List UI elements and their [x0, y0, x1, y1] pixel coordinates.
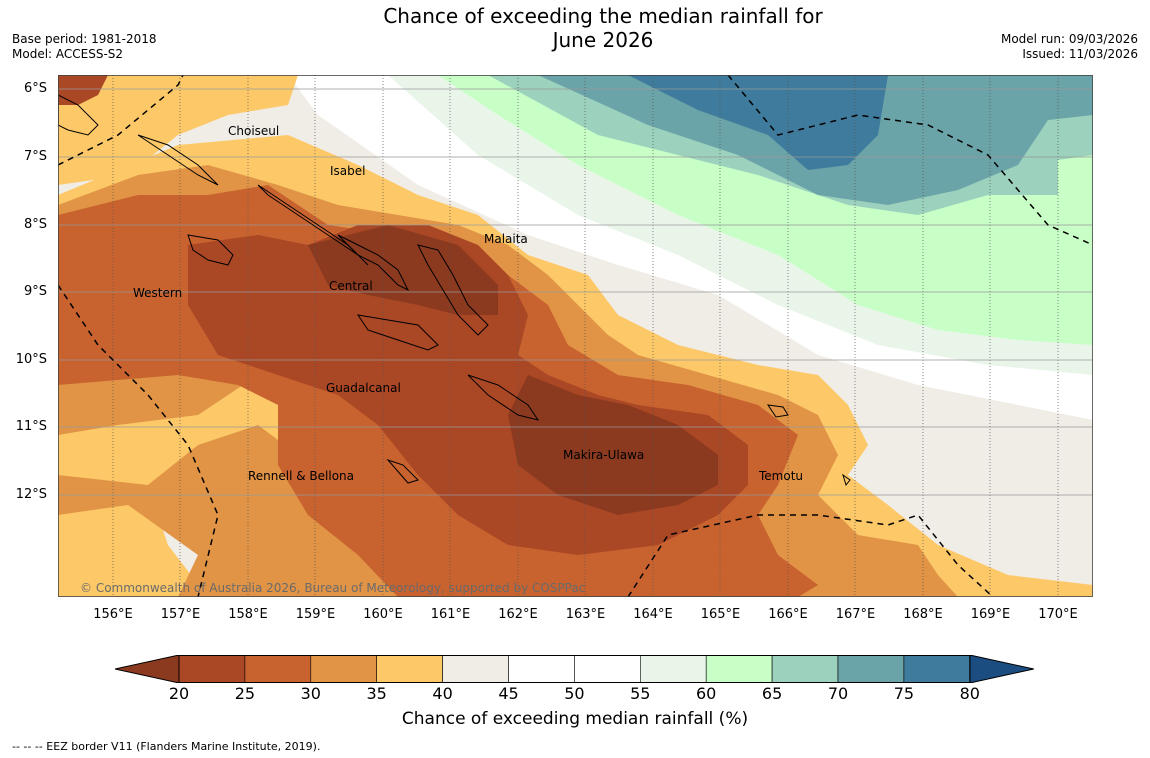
model-info: Base period: 1981-2018 Model: ACCESS-S2: [12, 32, 157, 62]
longitude-label: 157°E: [160, 607, 201, 622]
colorbar-tick: 80: [959, 684, 980, 703]
longitude-label: 158°E: [228, 607, 268, 622]
latitude-label: 11°S: [15, 419, 47, 434]
colorbar: [115, 655, 1034, 683]
colorbar-extend-high: [969, 655, 1034, 683]
eez-footnote: -- -- -- EEZ border V11 (Flanders Marine…: [12, 740, 321, 753]
colorbar-tick: 70: [827, 684, 849, 703]
region-makira-ulawa: Makira-Ulawa: [563, 448, 644, 462]
eez-border: [58, 75, 1093, 597]
colorbar-cell: [178, 655, 246, 683]
colorbar-cell: [244, 655, 312, 683]
map-frame: [58, 75, 1093, 597]
band-corner: [58, 75, 108, 105]
colorbar-cell: [903, 655, 971, 683]
latitude-label: 10°S: [15, 352, 47, 367]
longitude-label: 163°E: [565, 607, 606, 622]
longitude-label: 159°E: [295, 607, 336, 622]
colorbar-frame: [178, 655, 971, 683]
colorbar-cell: [310, 655, 378, 683]
band-75-80: [628, 75, 888, 170]
colorbar-cell: [508, 655, 575, 683]
longitude-label: 161°E: [430, 607, 471, 622]
latitude-label: 6°S: [23, 81, 47, 96]
rainfall-map: Choiseul Isabel Malaita Western Central …: [58, 75, 1093, 597]
latitude-label: 9°S: [23, 284, 47, 299]
longitude-label: 170°E: [1038, 607, 1078, 622]
colorbar-tick: 50: [564, 684, 585, 703]
longitude-gridlines: [112, 75, 1059, 597]
colorbar-tick: 30: [300, 684, 321, 703]
latitude-label: 12°S: [15, 487, 47, 502]
region-isabel: Isabel: [330, 164, 365, 178]
colorbar-label: Chance of exceeding median rainfall (%): [401, 709, 749, 729]
coastlines: [58, 94, 851, 487]
colorbar-cell: [837, 655, 905, 683]
copyright-notice: © Commonwealth of Australia 2026, Bureau…: [80, 581, 585, 595]
colorbar-tick: 75: [893, 684, 915, 703]
region-choiseul: Choiseul: [228, 124, 279, 138]
longitude-label: 169°E: [970, 607, 1011, 622]
region-guadalcanal: Guadalcanal: [326, 381, 401, 395]
colorbar-tick: 25: [234, 684, 256, 703]
title-line2: June 2026: [552, 28, 654, 52]
colorbar-extend-low: [115, 655, 180, 683]
longitude-label: 160°E: [363, 607, 403, 622]
colorbar-tick: 45: [498, 684, 519, 703]
title-line1: Chance of exceeding the median rainfall …: [383, 4, 823, 28]
longitude-label: 166°E: [768, 607, 808, 622]
longitude-label: 156°E: [93, 607, 133, 622]
model-run: Model run: 09/03/2026: [1000, 32, 1138, 46]
latitude-gridlines: [58, 88, 1093, 496]
colorbar-cell: [639, 655, 707, 683]
latitude-label: 7°S: [23, 149, 47, 164]
longitude-label: 162°E: [498, 607, 538, 622]
colorbar-tick: 35: [366, 684, 387, 703]
region-malaita: Malaita: [484, 232, 528, 246]
colorbar-cell: [771, 655, 839, 683]
region-rennell-bellona: Rennell & Bellona: [248, 469, 354, 483]
colorbar-tick: 55: [630, 684, 651, 703]
colorbar-cell: [442, 655, 509, 683]
colorbar-tick: 65: [761, 684, 783, 703]
map-title: Chance of exceeding the median rainfall …: [0, 4, 1150, 52]
region-western: Western: [133, 286, 182, 300]
colorbar-cell: [705, 655, 773, 683]
model-name: Model: ACCESS-S2: [12, 47, 124, 61]
region-central: Central: [329, 279, 373, 293]
base-period: Base period: 1981-2018: [12, 32, 157, 46]
longitude-label: 168°E: [903, 607, 943, 622]
issued-date: Issued: 11/03/2026: [1022, 47, 1138, 61]
longitude-label: 165°E: [700, 607, 741, 622]
region-temotu: Temotu: [758, 469, 803, 483]
band-35-patch: [58, 375, 298, 485]
colorbar-tick: 20: [168, 684, 190, 703]
colorbar-cell: [376, 655, 443, 683]
longitude-label: 164°E: [633, 607, 673, 622]
band-below-20: [308, 225, 718, 515]
colorbar-tick: 60: [696, 684, 717, 703]
longitude-label: 167°E: [835, 607, 876, 622]
colorbar-cell: [574, 655, 641, 683]
run-info: Model run: 09/03/2026 Issued: 11/03/2026: [1001, 32, 1138, 62]
latitude-label: 8°S: [23, 217, 47, 232]
colorbar-tick: 40: [432, 684, 453, 703]
